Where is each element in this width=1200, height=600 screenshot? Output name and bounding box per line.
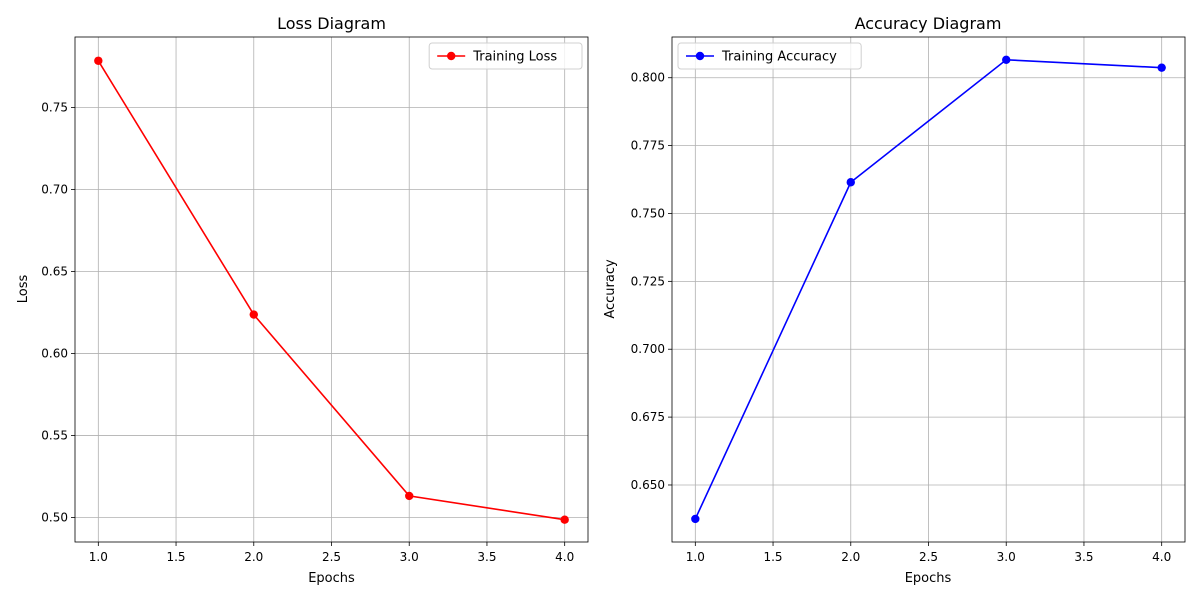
chart-title: Accuracy Diagram [855,14,1002,33]
y-tick-label: 0.750 [631,206,665,220]
data-point [94,56,103,65]
series-line [97,60,565,521]
y-tick-label: 0.60 [41,346,68,360]
y-tick-label: 0.775 [631,139,665,153]
y-axis-label: Accuracy [603,259,618,319]
data-point [405,491,414,501]
y-tick-label: 0.55 [41,428,68,442]
y-axis-label: Loss [16,275,31,304]
x-tick-label: 1.0 [686,550,705,564]
y-tick-label: 0.725 [631,274,665,288]
y-tick-label: 0.65 [41,264,68,278]
legend-box [677,42,862,70]
y-tick-label: 0.700 [631,342,665,356]
x-tick-label: 1.5 [763,550,782,564]
legend-box [428,42,583,70]
y-tick-label: 0.800 [631,71,665,85]
x-tick-label: 1.0 [89,550,108,564]
y-tick-label: 0.650 [631,478,665,492]
x-tick-label: 2.5 [919,550,938,564]
chart-title: Loss Diagram [277,14,386,33]
x-tick-label: 3.5 [1074,550,1093,564]
x-tick-label: 2.0 [841,550,860,564]
x-tick-label: 4.0 [555,550,574,564]
y-tick-label: 0.75 [41,101,68,115]
series-line [694,58,1162,520]
data-point [1157,63,1166,72]
legend-label: Training Loss [472,50,557,65]
x-tick-label: 3.0 [400,550,419,564]
data-point [1002,55,1011,65]
data-point [846,178,855,187]
x-tick-label: 3.0 [997,550,1016,564]
y-tick-label: 0.50 [41,510,68,524]
legend-label: Training Accuracy [721,50,837,65]
data-point [560,515,569,524]
data-point [691,514,700,524]
y-tick-label: 0.675 [631,410,665,424]
x-axis-label: Epochs [308,571,355,586]
legend-marker [447,51,456,61]
x-tick-label: 2.0 [244,550,263,564]
x-tick-label: 3.5 [477,550,496,564]
accuracy-chart: Accuracy Diagram Epochs Accuracy 1.0 1.5 2… [603,14,1186,586]
y-tick-label: 0.70 [41,182,68,196]
data-point [249,310,258,319]
x-axis-label: Epochs [905,571,952,586]
x-tick-label: 2.5 [322,550,341,564]
loss-chart: Loss Diagram Epochs Loss 1.0 1.5 2.0 2.5 3.0… [16,14,589,586]
legend-marker [695,51,705,61]
x-tick-label: 1.5 [166,550,185,564]
x-tick-label: 4.0 [1152,550,1171,564]
